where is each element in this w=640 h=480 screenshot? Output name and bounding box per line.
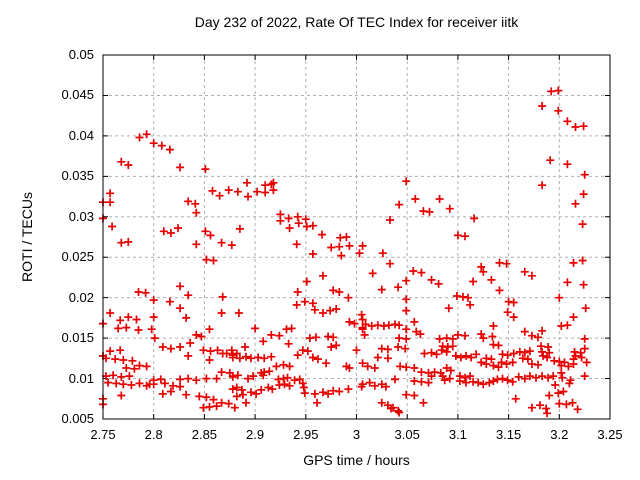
y-tick-label: 0.045 bbox=[61, 87, 94, 103]
x-tick-label: 3.25 bbox=[597, 427, 623, 442]
x-tick-label: 3 bbox=[352, 427, 361, 442]
y-tick-label: 0.03 bbox=[68, 208, 94, 224]
y-tick-label: 0.04 bbox=[68, 127, 94, 143]
y-tick-label: 0.02 bbox=[68, 289, 94, 305]
plot-area bbox=[99, 54, 611, 420]
y-tick-label: 0.035 bbox=[61, 168, 94, 184]
x-tick-label: 3.05 bbox=[394, 427, 420, 442]
chart-title: Day 232 of 2022, Rate Of TEC Index for r… bbox=[194, 14, 519, 30]
gridlines bbox=[103, 55, 610, 419]
x-tick-label: 3.15 bbox=[495, 427, 522, 442]
plot-border bbox=[102, 54, 611, 420]
x-tick-label: 2.75 bbox=[90, 427, 116, 442]
x-tick-label: 3.1 bbox=[448, 427, 467, 442]
plot-svg bbox=[99, 54, 611, 420]
x-tick-label: 2.9 bbox=[246, 427, 265, 442]
x-tick-label: 2.8 bbox=[144, 427, 163, 442]
x-tick-label: 2.95 bbox=[293, 427, 319, 442]
y-tick-label: 0.025 bbox=[61, 249, 94, 265]
y-tick-label: 0.005 bbox=[61, 411, 94, 426]
y-tick-label: 0.05 bbox=[68, 47, 94, 62]
x-tick-label: 2.85 bbox=[191, 427, 218, 442]
y-tick-label: 0.01 bbox=[68, 370, 94, 386]
x-tick-label: 3.2 bbox=[550, 427, 569, 442]
x-axis-title: GPS time / hours bbox=[303, 452, 410, 468]
y-axis-title: ROTI / TECUs bbox=[19, 192, 35, 282]
y-tick-label: 0.015 bbox=[61, 330, 94, 346]
